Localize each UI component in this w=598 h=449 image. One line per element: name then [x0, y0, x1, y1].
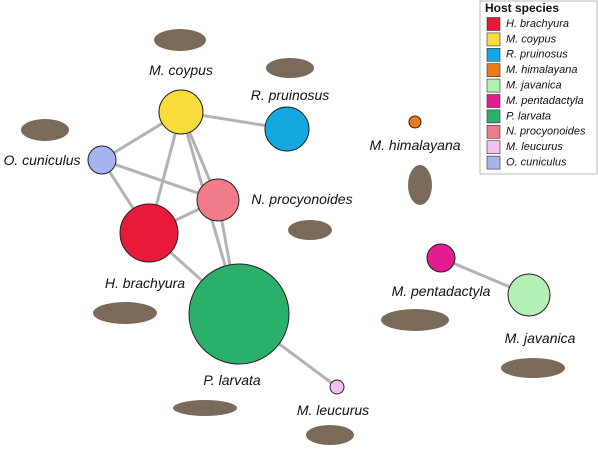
- legend-label: M. javanica: [506, 80, 562, 92]
- animal-icon: [93, 302, 157, 324]
- legend-label: N. procyonoides: [506, 126, 586, 138]
- animal-icon: [381, 309, 449, 331]
- legend-label: H. brachyura: [506, 18, 569, 30]
- legend-swatch: [486, 32, 501, 47]
- node: [329, 379, 345, 395]
- legend-swatch: [486, 94, 501, 108]
- legend-swatch: [486, 63, 501, 78]
- node-label: N. procyonoides: [251, 191, 352, 207]
- legend-label: O. cuniculus: [506, 157, 567, 169]
- node-label: M. javanica: [505, 330, 576, 346]
- animal-icon: [21, 119, 69, 141]
- legend-swatch: [486, 17, 501, 31]
- animal-icon: [501, 358, 565, 378]
- legend-label: R. pruinosus: [506, 49, 568, 61]
- legend-label: M. coypus: [506, 33, 557, 45]
- legend-title: Host species: [485, 1, 559, 15]
- node-label: H. brachyura: [105, 275, 185, 291]
- legend-label: P. larvata: [506, 110, 551, 122]
- animal-icon: [154, 29, 206, 51]
- node: [158, 89, 204, 135]
- animal-icon: [408, 165, 432, 205]
- node-label: R. pruinosus: [251, 87, 330, 103]
- nodes: [87, 89, 551, 395]
- animal-icon: [173, 400, 237, 416]
- node-label: O. cuniculus: [3, 152, 80, 168]
- node-label: M. pentadactyla: [392, 283, 491, 299]
- node-label: M. himalayana: [369, 137, 460, 153]
- node-label: M. coypus: [149, 62, 213, 78]
- animal-icon: [288, 220, 332, 240]
- animal-icon: [266, 58, 314, 78]
- legend-label: M. leucurus: [506, 141, 563, 153]
- animal-icons: [21, 29, 565, 445]
- node: [264, 106, 310, 152]
- legend-swatch: [486, 155, 501, 170]
- node: [426, 243, 456, 273]
- node-labels: M. coypus R. pruinosus O. cuniculus N. p…: [3, 62, 575, 418]
- node-label: M. leucurus: [297, 402, 369, 418]
- node: [196, 178, 240, 222]
- legend-swatch: [486, 78, 501, 93]
- node-label: P. larvata: [203, 372, 261, 388]
- node: [119, 203, 179, 263]
- legend-swatch: [486, 47, 501, 62]
- legend-swatch: [486, 125, 501, 139]
- legend-label: M. himalayana: [506, 64, 578, 76]
- node: [188, 263, 290, 365]
- animal-icon: [306, 425, 354, 445]
- node: [507, 273, 551, 317]
- node: [87, 145, 117, 175]
- legend-swatch: [486, 140, 501, 154]
- node: [408, 115, 422, 129]
- legend-swatch: [486, 109, 501, 124]
- legend: Host species H. brachyura M. coypus R. pru…: [479, 0, 598, 175]
- legend-label: M. pentadactyla: [506, 95, 584, 107]
